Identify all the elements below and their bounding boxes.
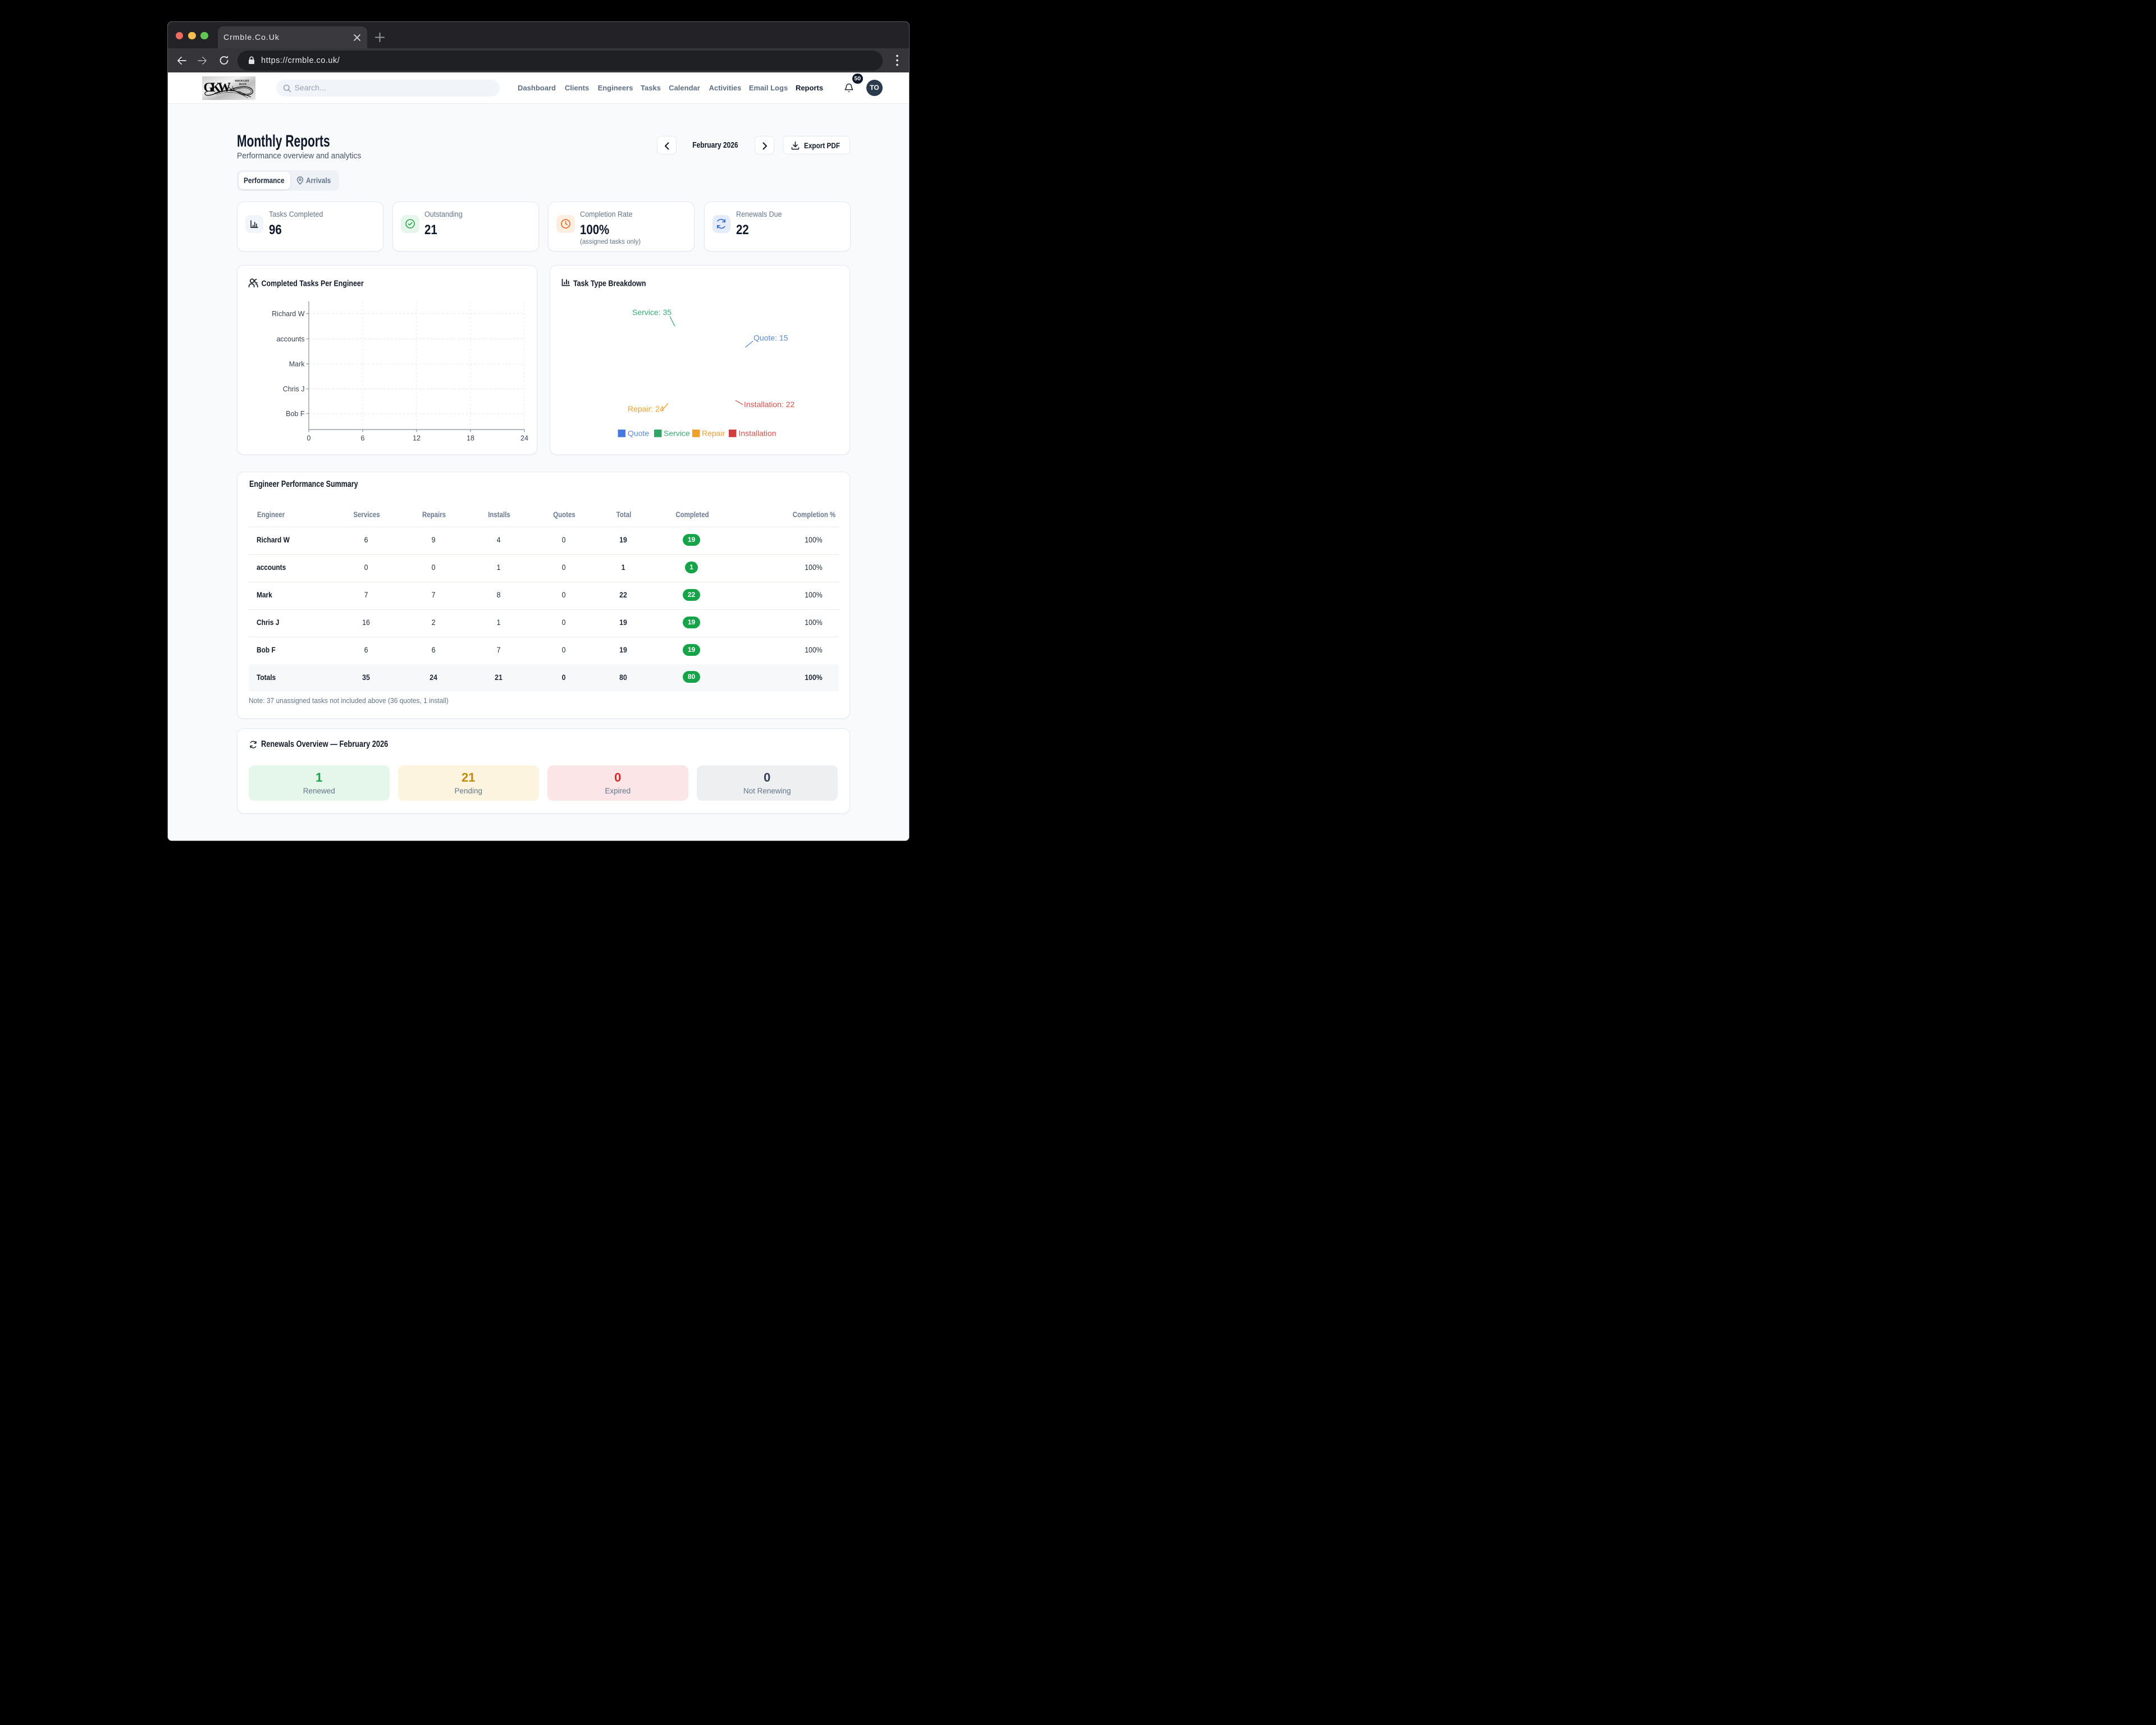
svg-text:Installation: Installation (738, 428, 776, 437)
svg-text:Richard W: Richard W (272, 310, 305, 318)
svg-text:WROUGHT: WROUGHT (235, 80, 250, 83)
svg-text:Installation: 22: Installation: 22 (744, 400, 794, 409)
svg-text:Service: 35: Service: 35 (632, 308, 672, 317)
svg-text:24: 24 (520, 434, 528, 442)
svg-text:Chris J: Chris J (282, 385, 304, 393)
svg-text:Quote: 15: Quote: 15 (753, 333, 788, 342)
svg-text:Mark: Mark (289, 360, 305, 368)
svg-text:accounts: accounts (276, 335, 304, 343)
svg-text:12: 12 (413, 434, 421, 442)
svg-text:Service: Service (664, 428, 690, 437)
svg-text:Quote: Quote (628, 428, 649, 437)
svg-text:Task Type Breakdown: Task Type Breakdown (573, 279, 646, 288)
svg-text:6: 6 (360, 434, 364, 442)
svg-text:Repair: 24: Repair: 24 (628, 404, 664, 413)
svg-text:IRON: IRON (239, 83, 246, 86)
svg-text:18: 18 (467, 434, 474, 442)
svg-text:Bob F: Bob F (286, 410, 305, 418)
svg-text:GKW: GKW (203, 80, 231, 94)
svg-text:0: 0 (307, 434, 310, 442)
svg-text:Repair: Repair (702, 428, 725, 437)
svg-text:Completed Tasks Per Engineer: Completed Tasks Per Engineer (261, 279, 364, 288)
